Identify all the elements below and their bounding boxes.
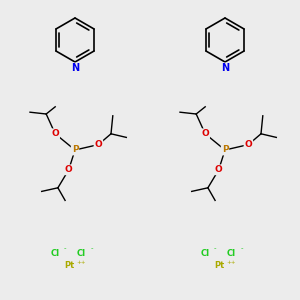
Text: -: - (214, 245, 217, 251)
Text: -: - (240, 245, 243, 251)
Text: -: - (90, 245, 93, 251)
Text: Cl: Cl (51, 248, 60, 257)
Text: O: O (51, 129, 59, 138)
Text: ++: ++ (227, 260, 236, 265)
Text: O: O (244, 140, 252, 149)
Text: P: P (222, 146, 228, 154)
Text: O: O (94, 140, 102, 149)
Text: Pt: Pt (64, 262, 75, 271)
Text: -: - (64, 245, 67, 251)
Text: N: N (221, 63, 229, 73)
Text: O: O (65, 165, 73, 174)
Text: N: N (71, 63, 79, 73)
Text: P: P (72, 146, 78, 154)
Text: O: O (215, 165, 223, 174)
Text: Pt: Pt (214, 262, 225, 271)
Text: Cl: Cl (201, 248, 210, 257)
Text: O: O (201, 129, 209, 138)
Text: Cl: Cl (77, 248, 86, 257)
Text: Cl: Cl (227, 248, 236, 257)
Text: ++: ++ (77, 260, 86, 265)
